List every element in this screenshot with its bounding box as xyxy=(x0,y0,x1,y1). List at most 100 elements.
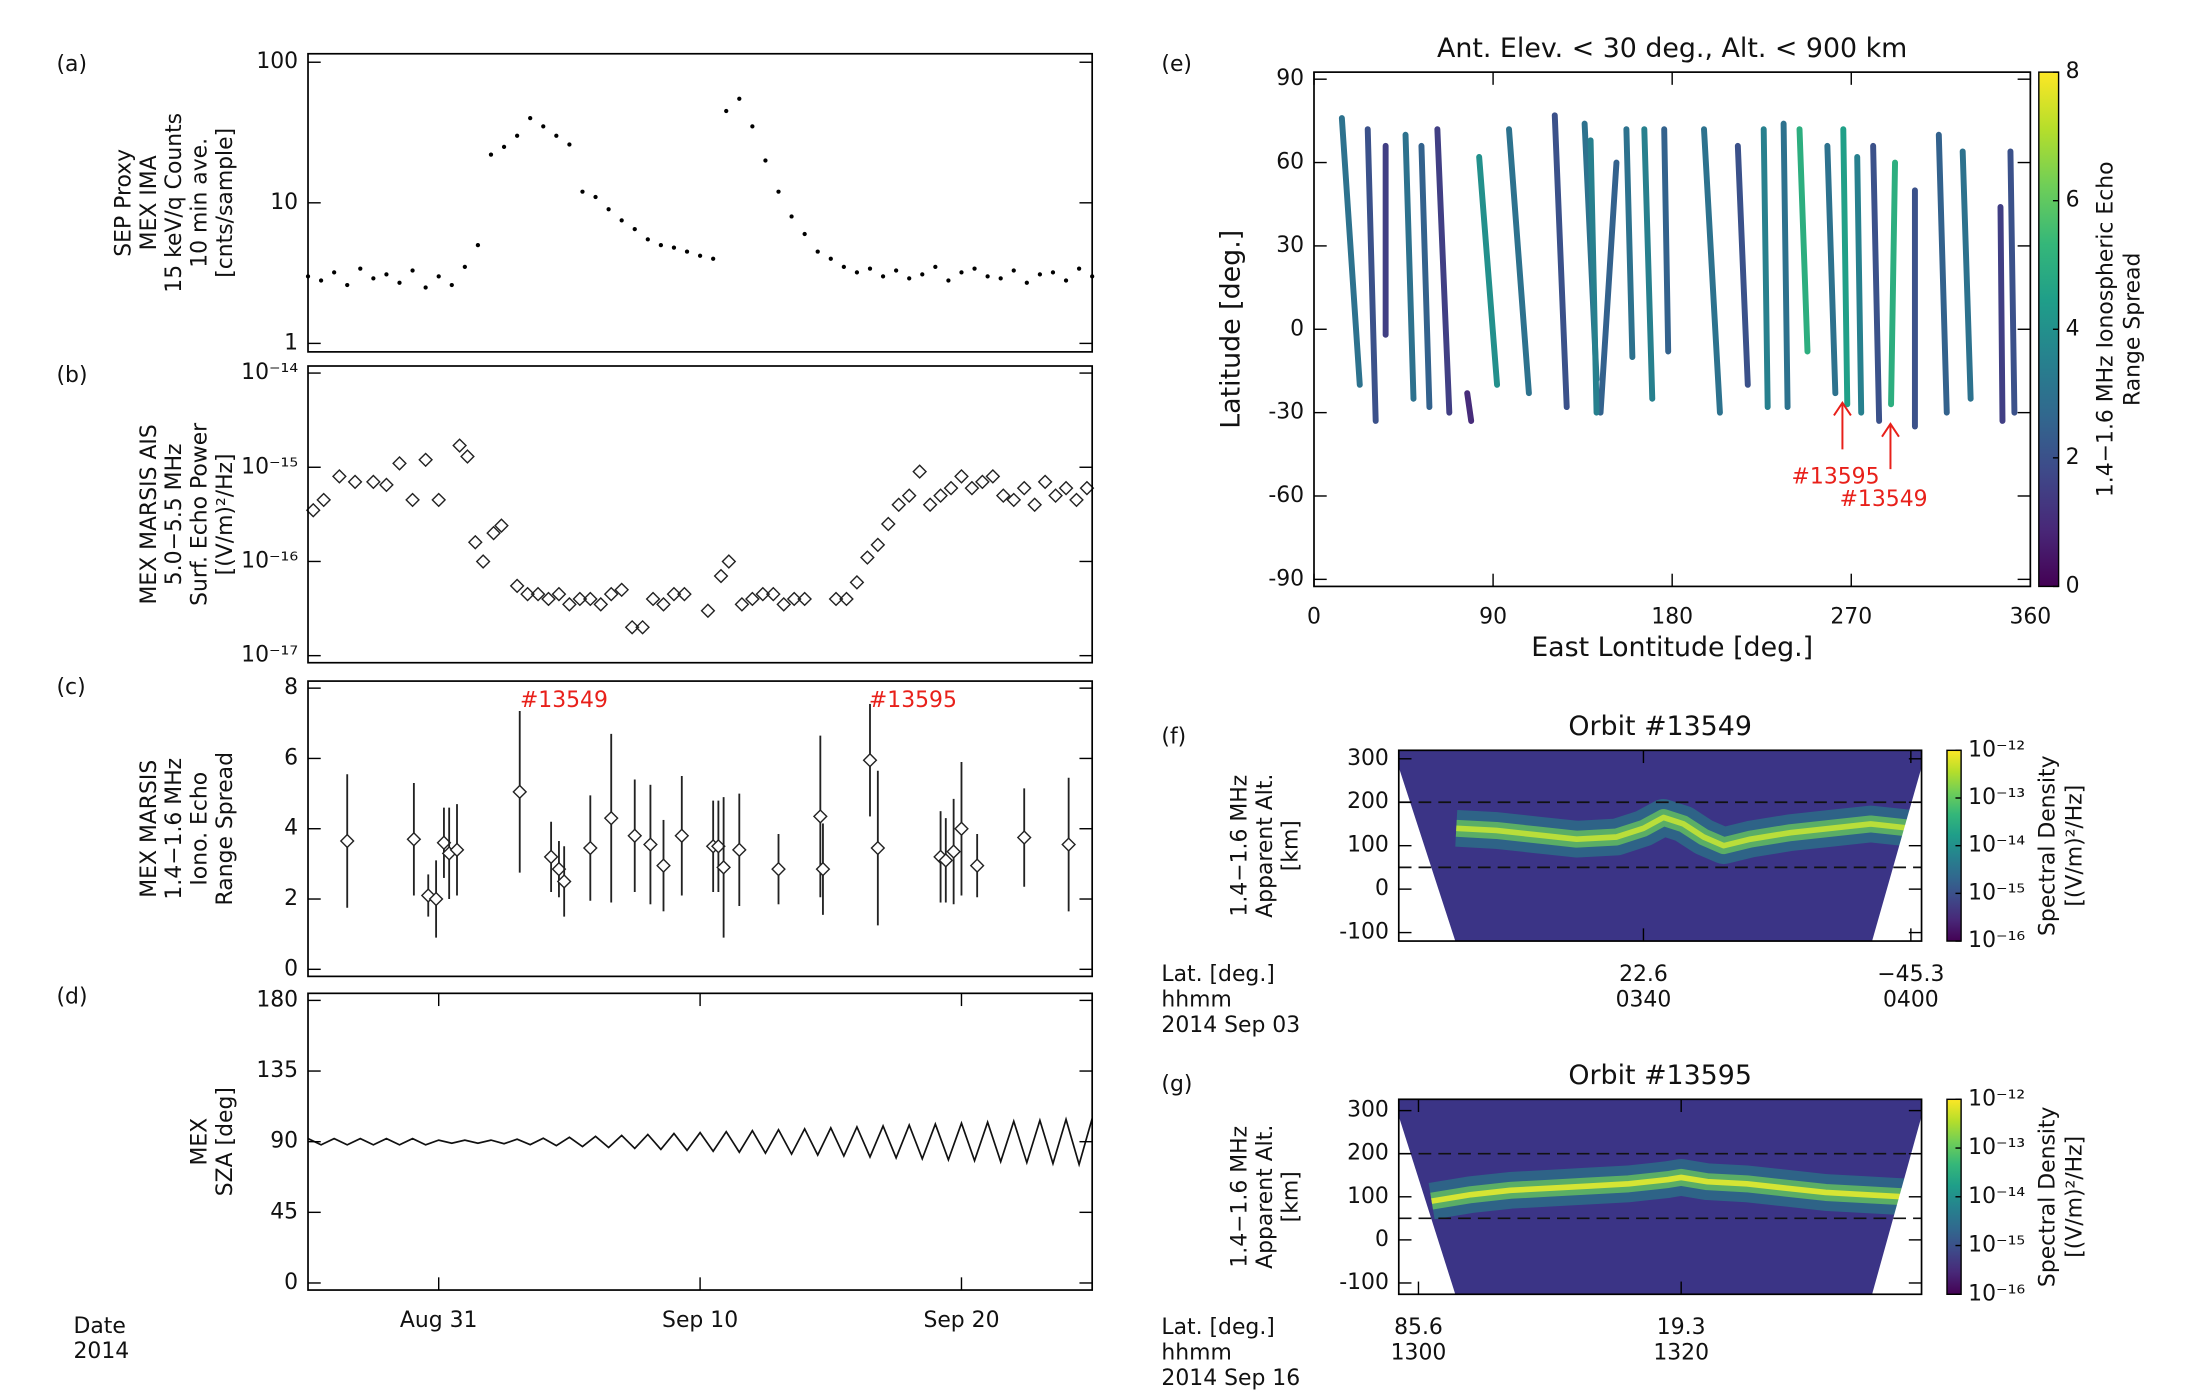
data-point xyxy=(841,264,846,270)
orbit-track xyxy=(1780,120,1791,411)
panel-letter: (g) xyxy=(1161,1072,1192,1097)
data-point xyxy=(405,492,420,508)
data-point xyxy=(509,578,525,594)
annotation: #13549 xyxy=(520,688,608,713)
orbit-track xyxy=(1364,126,1379,424)
colorbar-label: [(V/m)²/Hz] xyxy=(2063,785,2088,907)
data-point xyxy=(475,554,491,569)
data-point xyxy=(1061,837,1077,852)
colorbar-tick-label: 6 xyxy=(2066,188,2080,213)
data-point xyxy=(862,752,878,768)
data-point xyxy=(436,835,452,851)
data-point xyxy=(379,477,394,493)
data-point xyxy=(1024,280,1029,285)
panel-letter: (e) xyxy=(1161,52,1192,77)
data-point xyxy=(1037,272,1043,277)
panel-letter: (f) xyxy=(1161,725,1186,750)
y-axis-label: SEP Proxy xyxy=(111,149,136,257)
data-point xyxy=(880,274,886,279)
data-point xyxy=(972,266,977,271)
data-point xyxy=(467,534,483,550)
y-tick-label: 90 xyxy=(270,1129,298,1154)
data-point xyxy=(711,256,716,261)
echo-trace xyxy=(1456,814,1912,849)
orbit-track xyxy=(1870,142,1883,424)
data-point xyxy=(1037,474,1053,490)
annotation: #13595 xyxy=(1792,465,1880,490)
lat-tick-label: −45.3 xyxy=(1877,962,1944,987)
data-point xyxy=(410,268,415,273)
data-point xyxy=(870,537,886,553)
data-point xyxy=(1016,480,1032,496)
data-point xyxy=(406,831,422,847)
colorbar-label: Spectral Density xyxy=(2036,755,2061,936)
data-point xyxy=(551,586,567,602)
data-point xyxy=(501,144,507,149)
data-point xyxy=(711,838,726,854)
data-point xyxy=(975,474,990,490)
data-point xyxy=(697,253,703,258)
data-point xyxy=(332,469,347,484)
y-tick-label: 200 xyxy=(1347,789,1389,814)
x-tick-label: 180 xyxy=(1651,605,1693,630)
data-point xyxy=(946,278,951,283)
data-point xyxy=(985,469,1001,484)
data-point xyxy=(943,480,959,496)
y-tick-label: 0 xyxy=(1290,316,1304,341)
data-point xyxy=(671,245,677,250)
data-point xyxy=(1016,830,1032,845)
data-point xyxy=(582,591,598,607)
data-point xyxy=(724,108,729,114)
colorbar-tick-label: 10⁻¹² xyxy=(1968,737,2025,762)
data-point xyxy=(959,270,964,275)
annotation-arrowhead xyxy=(1833,400,1852,417)
coverage-mask xyxy=(1872,1116,1922,1295)
data-point xyxy=(486,525,501,541)
x-tick-label: Sep 10 xyxy=(662,1308,738,1333)
y-axis-label: MEX MARSIS AIS xyxy=(137,424,162,604)
data-point xyxy=(786,591,802,607)
colorbar-tick-label: 0 xyxy=(2066,573,2080,598)
chart-title: Orbit #13595 xyxy=(1568,1060,1752,1091)
date-label: 2014 xyxy=(73,1339,129,1364)
data-point xyxy=(345,282,350,288)
data-point xyxy=(580,189,585,194)
orbit-track xyxy=(1434,126,1453,416)
orbit-track xyxy=(1854,154,1865,416)
data-point xyxy=(750,124,755,129)
data-point xyxy=(1079,480,1095,496)
row-label: 2014 Sep 03 xyxy=(1161,1013,1300,1038)
data-point xyxy=(812,809,828,824)
annotation-arrowhead xyxy=(1881,422,1900,438)
y-tick-label: 100 xyxy=(1347,1184,1389,1209)
data-point xyxy=(677,586,692,602)
data-point xyxy=(556,874,572,889)
data-point xyxy=(541,591,556,607)
colorbar-tick-label: 10⁻¹⁴ xyxy=(1968,833,2025,858)
colorbar-label: Spectral Density xyxy=(2036,1106,2061,1287)
data-point xyxy=(452,438,467,453)
data-point xyxy=(627,828,643,844)
orbit-track xyxy=(1661,126,1672,355)
data-point xyxy=(802,231,807,237)
annotation: #13549 xyxy=(1840,487,1928,512)
data-point xyxy=(828,256,833,261)
data-point xyxy=(339,833,355,849)
data-point xyxy=(530,586,546,602)
data-point xyxy=(737,96,742,101)
y-axis-label: Latitude [deg.] xyxy=(1216,230,1247,429)
panel-letter: (a) xyxy=(57,52,88,77)
data-point xyxy=(316,492,332,508)
orbit-track xyxy=(1997,204,2006,424)
y-axis-label: 1.4−1.6 MHz xyxy=(1228,775,1253,917)
data-point xyxy=(765,586,781,602)
orbit-track xyxy=(1418,142,1433,411)
date-label: Date xyxy=(73,1314,125,1339)
data-point xyxy=(384,272,389,277)
y-tick-label: 100 xyxy=(1347,833,1389,858)
y-axis-label: Iono. Echo xyxy=(188,772,213,886)
data-point xyxy=(603,586,619,602)
data-point xyxy=(614,582,630,598)
data-point xyxy=(572,591,588,607)
echo-trace xyxy=(1431,1174,1905,1204)
